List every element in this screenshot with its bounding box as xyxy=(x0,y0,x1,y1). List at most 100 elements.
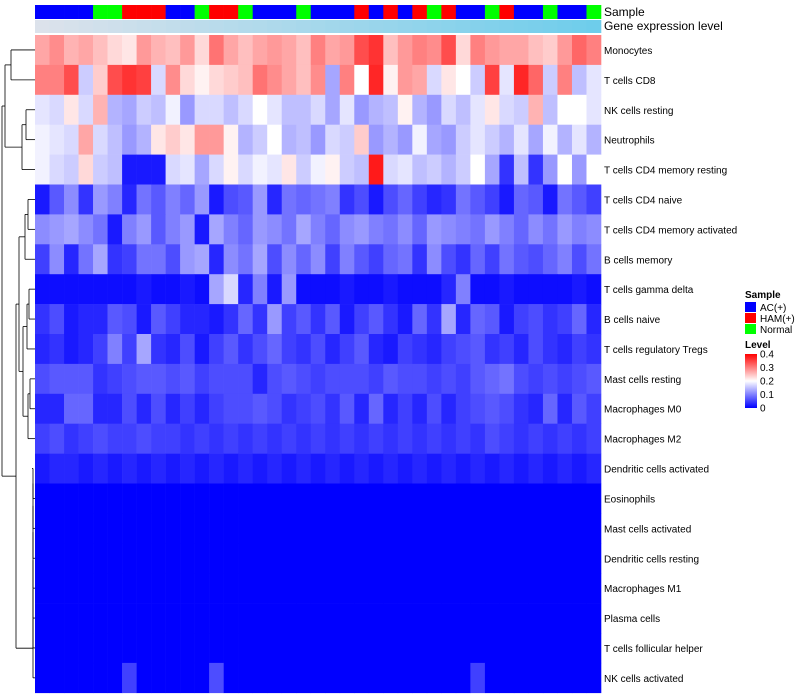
heatmap-cell xyxy=(528,543,544,574)
heatmap-cell xyxy=(223,274,239,305)
heatmap-cell xyxy=(78,64,94,96)
gene-expression-annotation-cell xyxy=(180,20,195,33)
heatmap-cell xyxy=(368,304,384,335)
heatmap-cell xyxy=(122,393,137,424)
heatmap-cell xyxy=(455,154,471,185)
heatmap-cell xyxy=(296,35,312,66)
heatmap-cell xyxy=(151,543,166,574)
heatmap-cell xyxy=(209,393,224,424)
heatmap-cell xyxy=(281,274,297,305)
heatmap-cell xyxy=(93,393,108,424)
heatmap-cell xyxy=(325,304,341,335)
heatmap-cell xyxy=(281,633,297,664)
heatmap-cell xyxy=(586,94,602,125)
heatmap-cell xyxy=(107,483,123,514)
heatmap-cell xyxy=(354,154,370,185)
heatmap-cell xyxy=(165,154,181,185)
heatmap-cell xyxy=(470,363,486,395)
heatmap-cell xyxy=(122,154,137,185)
legend: Sample AC(+)HAM(+)Normal Level 0.4 0.3 0.2… xyxy=(745,290,795,415)
heatmap-cell xyxy=(557,154,573,185)
heatmap-cell xyxy=(136,244,152,275)
heatmap-cell xyxy=(107,184,123,215)
heatmap-cell xyxy=(586,124,602,155)
heatmap-cell xyxy=(267,453,283,484)
heatmap-cell xyxy=(499,214,515,245)
heatmap-cell xyxy=(383,603,399,634)
heatmap-cell xyxy=(426,94,442,125)
heatmap-cell xyxy=(281,393,297,424)
row-label: NK cells resting xyxy=(604,106,673,117)
sample-annotation-cell xyxy=(194,5,210,19)
heatmap-cell xyxy=(310,363,326,395)
heatmap-cell xyxy=(180,124,195,155)
heatmap-cell xyxy=(151,64,166,96)
heatmap-cell xyxy=(368,35,384,66)
heatmap-cell xyxy=(107,513,123,544)
heatmap-cell xyxy=(223,543,239,574)
heatmap-cell xyxy=(368,453,384,484)
sample-annotation-cell xyxy=(238,5,253,19)
heatmap-cell xyxy=(542,35,558,66)
heatmap-cell xyxy=(267,274,283,305)
heatmap-cell xyxy=(267,483,283,514)
heatmap-cell xyxy=(484,573,500,604)
heatmap-cell xyxy=(441,662,457,694)
heatmap-cell xyxy=(397,393,413,424)
heatmap-cell xyxy=(412,154,428,185)
heatmap-cell xyxy=(35,274,50,305)
heatmap-cell xyxy=(136,64,152,96)
heatmap-cell xyxy=(64,64,79,96)
heatmap-cell xyxy=(35,423,50,454)
heatmap-cell xyxy=(310,573,326,604)
heatmap-cell xyxy=(252,363,268,395)
heatmap-cell xyxy=(136,94,152,125)
heatmap-cell xyxy=(78,214,94,245)
heatmap-cell xyxy=(383,184,399,215)
sample-annotation-cell xyxy=(64,5,79,19)
heatmap-cell xyxy=(296,304,312,335)
heatmap-cell xyxy=(325,244,341,275)
heatmap-cell xyxy=(136,633,152,664)
heatmap-cell xyxy=(64,304,79,335)
heatmap-cell xyxy=(310,603,326,634)
heatmap-cell xyxy=(528,453,544,484)
heatmap-cell xyxy=(223,603,239,634)
heatmap-cell xyxy=(252,184,268,215)
gene-expression-annotation-cell xyxy=(441,20,457,33)
heatmap-cell xyxy=(528,633,544,664)
heatmap-cell xyxy=(64,184,79,215)
heatmap-cell xyxy=(122,184,137,215)
heatmap-cell xyxy=(267,154,283,185)
heatmap-cell xyxy=(107,154,123,185)
heatmap-cell xyxy=(557,244,573,275)
heatmap-cell xyxy=(426,423,442,454)
heatmap-cell xyxy=(252,304,268,335)
heatmap-cell xyxy=(470,94,486,125)
heatmap-cell xyxy=(513,393,529,424)
heatmap-cell xyxy=(354,274,370,305)
heatmap-cell xyxy=(151,393,166,424)
heatmap-cell xyxy=(64,363,79,395)
heatmap-cells xyxy=(35,35,602,694)
heatmap-cell xyxy=(35,304,50,335)
heatmap-cell xyxy=(412,334,428,365)
heatmap-cell xyxy=(252,35,268,66)
heatmap-cell xyxy=(194,603,210,634)
heatmap-cell xyxy=(542,124,558,155)
sample-annotation-cell xyxy=(281,5,297,19)
heatmap-cell xyxy=(441,124,457,155)
heatmap-cell xyxy=(571,633,587,664)
heatmap-cell xyxy=(557,35,573,66)
heatmap-cell xyxy=(426,64,442,96)
heatmap-cell xyxy=(49,393,65,424)
heatmap-cell xyxy=(528,423,544,454)
heatmap-cell xyxy=(586,483,602,514)
heatmap-cell xyxy=(499,274,515,305)
heatmap-cell xyxy=(136,304,152,335)
heatmap-cell xyxy=(513,35,529,66)
heatmap-cell xyxy=(513,603,529,634)
heatmap-cell xyxy=(194,662,210,694)
heatmap-cell xyxy=(470,423,486,454)
